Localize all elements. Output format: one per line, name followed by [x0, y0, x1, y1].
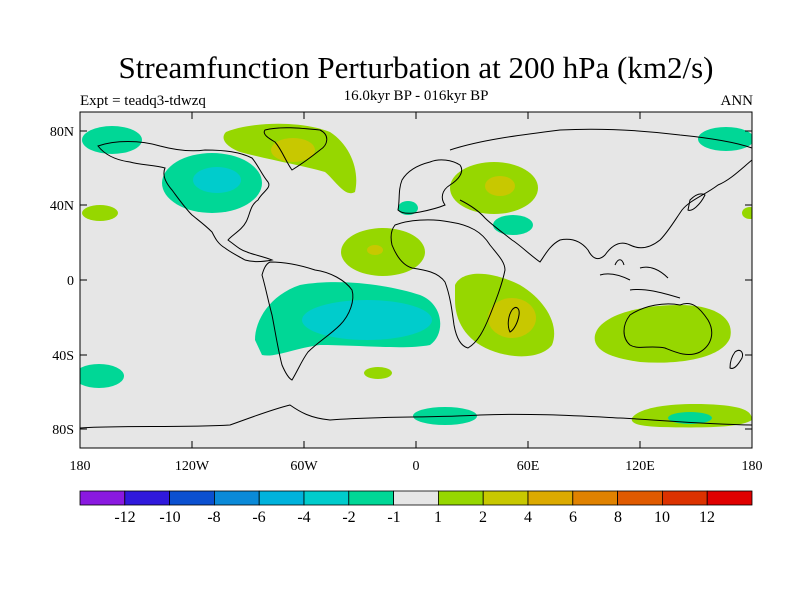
colorbar-swatch	[437, 490, 484, 506]
plot-subtitle: 16.0kyr BP - 016kyr BP	[343, 88, 489, 104]
x-tick-label: 60W	[290, 459, 318, 474]
x-axis-ticks	[79, 112, 753, 448]
colorbar-swatch	[572, 490, 618, 506]
coastline-africa	[390, 219, 506, 349]
contour-neg1-ne-arctic	[698, 127, 752, 151]
y-tick-labels: 80N 40N 0 40S 80S	[50, 125, 74, 438]
y-tick-label: 40S	[52, 349, 74, 364]
contour-pos2-tropatlantic	[367, 245, 383, 255]
colorbar-label: 4	[524, 509, 532, 526]
colorbar-label: -8	[207, 509, 220, 526]
colorbar-swatch	[258, 490, 305, 506]
colorbar-label: -4	[297, 509, 310, 526]
colorbar-swatch	[303, 490, 350, 506]
coastline-madagascar	[507, 307, 520, 333]
contour-neg1-spacific	[80, 364, 124, 388]
coastline-se-asia-islands	[599, 259, 681, 299]
colorbar-label: 6	[569, 509, 577, 526]
colorbar-label: 8	[614, 509, 622, 526]
coastline-antarctica	[80, 404, 752, 429]
contour-pos1-satl-small	[364, 367, 392, 379]
plot-title: Streamfunction Perturbation at 200 hPa (…	[118, 50, 714, 85]
contour-pos2-safrica	[488, 298, 536, 338]
colorbar-swatch	[527, 490, 574, 506]
contour-pos2-greenland	[271, 138, 315, 162]
contour-neg1-spain	[398, 201, 418, 215]
contour-neg2-satlantic	[302, 300, 432, 340]
colorbar-labels: -12 -10 -8 -6 -4 -2 -1 1 2 4 6 8 10 12	[114, 509, 715, 526]
contour-pos1-australia	[594, 305, 731, 363]
coastline-north-america	[97, 141, 274, 262]
coastline-new-zealand	[729, 349, 743, 369]
colorbar-label: -1	[387, 509, 400, 526]
colorbar-swatch	[169, 490, 215, 506]
x-tick-labels: 180 120W 60W 0 60E 120E 180	[70, 459, 763, 474]
y-tick-label: 80S	[52, 423, 74, 438]
colorbar-label: -10	[159, 509, 180, 526]
x-tick-label: 120E	[625, 459, 655, 474]
y-tick-label: 40N	[50, 199, 74, 214]
colorbar-label: -12	[114, 509, 135, 526]
contour-neg1-arabia	[493, 215, 533, 235]
contour-pos1-npacific	[82, 205, 118, 221]
y-tick-label: 0	[67, 274, 74, 289]
colorbar-label: 12	[699, 509, 715, 526]
colorbar-label: -6	[252, 509, 265, 526]
colorbar	[79, 490, 753, 506]
colorbar-label: 2	[479, 509, 487, 526]
colorbar-swatch	[482, 490, 529, 506]
colorbar-swatch	[213, 490, 260, 506]
coastline-south-america	[261, 261, 354, 381]
x-tick-label: 120W	[175, 459, 210, 474]
contour-pos2-casia	[485, 176, 515, 196]
contour-neg2-namerica	[193, 167, 241, 193]
x-tick-label: 60E	[517, 459, 540, 474]
coastlines	[80, 127, 752, 429]
colorbar-swatch	[617, 490, 663, 506]
coastline-greenland	[263, 127, 328, 171]
x-tick-label: 180	[70, 459, 91, 474]
contour-pos1-tropatlantic	[341, 228, 425, 276]
coastline-europe	[397, 159, 463, 214]
colorbar-swatch	[662, 490, 708, 506]
y-tick-label: 80N	[50, 125, 74, 140]
contour-neg1-nw-arctic	[82, 126, 142, 154]
contour-fills	[80, 123, 752, 428]
x-tick-label: 0	[413, 459, 420, 474]
colorbar-swatch	[348, 490, 394, 506]
colorbar-swatch	[79, 490, 126, 506]
coastline-japan	[687, 193, 706, 211]
colorbar-label: 1	[434, 509, 442, 526]
experiment-label: Expt = teadq3-tdwzq	[80, 93, 206, 109]
colorbar-swatch	[393, 490, 439, 506]
colorbar-swatch	[124, 490, 171, 506]
y-axis-ticks	[80, 130, 752, 430]
coastline-australia	[623, 303, 713, 355]
contour-pos1-japan	[742, 207, 752, 219]
x-tick-label: 180	[742, 459, 763, 474]
colorbar-label: -2	[342, 509, 355, 526]
contour-neg1-soocean-east	[668, 412, 712, 424]
season-label: ANN	[720, 93, 754, 109]
coastline-asia	[449, 128, 752, 263]
colorbar-swatch	[706, 490, 753, 506]
colorbar-label: 10	[654, 509, 670, 526]
